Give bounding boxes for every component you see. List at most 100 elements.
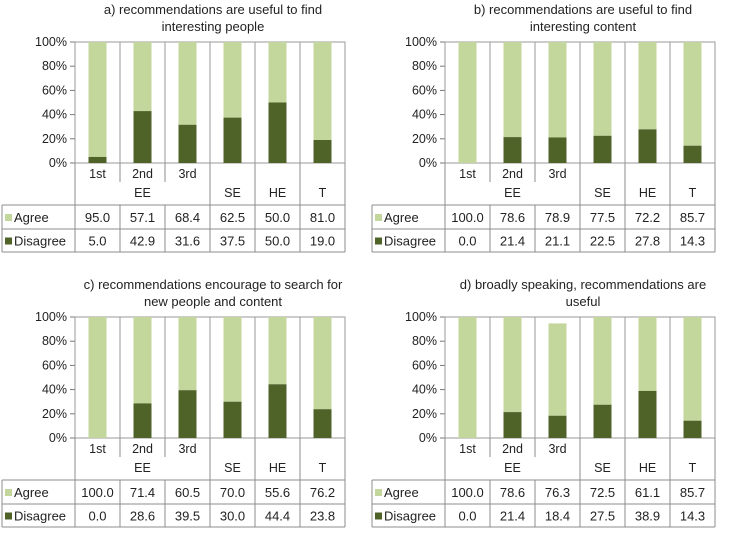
bar-agree-SE <box>223 42 242 118</box>
data-cell: 22.5 <box>590 234 615 249</box>
chart-title-line: b) recommendations are useful to find <box>474 2 692 17</box>
bar-disagree-HE <box>268 384 287 438</box>
bar-agree-1st <box>458 317 477 438</box>
y-tick-label: 100% <box>35 310 67 324</box>
data-cell: 76.3 <box>545 485 570 500</box>
bar-agree-1st <box>88 42 107 157</box>
data-cell: 14.3 <box>680 234 705 249</box>
category-label: SE <box>224 186 241 200</box>
data-cell: 28.6 <box>130 509 155 524</box>
category-label: HE <box>639 186 656 200</box>
category-label: 2nd <box>132 167 153 181</box>
bar-disagree-2nd <box>503 137 522 163</box>
bar-disagree-3rd <box>548 415 567 438</box>
bar-disagree-HE <box>268 102 287 163</box>
bar-agree-SE <box>593 42 612 136</box>
bar-disagree-HE <box>638 390 657 438</box>
data-cell: 42.9 <box>130 234 155 249</box>
data-cell: 5.0 <box>88 234 106 249</box>
category-label: 2nd <box>502 442 523 456</box>
y-tick-label: 80% <box>42 59 67 73</box>
bar-disagree-SE <box>593 135 612 163</box>
data-cell: 55.6 <box>265 485 290 500</box>
bar-disagree-1st <box>88 156 107 163</box>
legend-label: Agree <box>384 485 419 500</box>
y-tick-label: 80% <box>42 334 67 348</box>
legend-label: Agree <box>14 485 49 500</box>
bar-agree-HE <box>638 317 657 391</box>
category-label: 2nd <box>132 442 153 456</box>
panel-c: c) recommendations encourage to search f… <box>0 275 370 541</box>
data-cell: 77.5 <box>590 210 615 225</box>
data-cell: 76.2 <box>310 485 335 500</box>
data-cell: 21.4 <box>500 509 525 524</box>
chart-title-line: interesting people <box>162 19 265 34</box>
bar-agree-T <box>313 317 332 410</box>
y-tick-label: 20% <box>42 132 67 146</box>
y-tick-label: 60% <box>42 83 67 97</box>
chart-title-line: d) broadly speaking, recommendations are <box>460 277 706 292</box>
y-tick-label: 40% <box>412 108 437 122</box>
data-cell: 37.5 <box>220 234 245 249</box>
bar-agree-HE <box>268 317 287 385</box>
data-cell: 78.6 <box>500 485 525 500</box>
bar-disagree-3rd <box>178 390 197 438</box>
chart-svg: b) recommendations are useful to find int… <box>371 2 716 253</box>
bar-agree-2nd <box>133 317 152 404</box>
bar-agree-T <box>683 317 702 421</box>
bar-agree-SE <box>593 317 612 405</box>
data-cell: 39.5 <box>175 509 200 524</box>
category-label: T <box>689 186 697 200</box>
bar-agree-HE <box>638 42 657 130</box>
data-cell: 72.2 <box>635 210 660 225</box>
category-label: HE <box>269 461 286 475</box>
y-tick-label: 20% <box>42 407 67 421</box>
category-label: 3rd <box>548 442 566 456</box>
data-cell: 61.1 <box>635 485 660 500</box>
bar-agree-3rd <box>548 42 567 138</box>
y-tick-label: 40% <box>42 108 67 122</box>
y-tick-label: 0% <box>419 431 437 445</box>
data-cell: 100.0 <box>451 210 484 225</box>
y-tick-label: 100% <box>35 35 67 49</box>
y-tick-label: 100% <box>405 35 437 49</box>
chart-svg: c) recommendations encourage to search f… <box>1 277 346 528</box>
data-cell: 21.1 <box>545 234 570 249</box>
category-label: HE <box>639 461 656 475</box>
data-cell: 0.0 <box>88 509 106 524</box>
chart-title-line: c) recommendations encourage to search f… <box>84 277 343 292</box>
bar-disagree-T <box>313 409 332 438</box>
y-tick-label: 0% <box>49 156 67 170</box>
panel-a: a) recommendations are useful to find int… <box>0 0 370 266</box>
bar-agree-2nd <box>133 42 152 112</box>
group-label: EE <box>504 461 521 475</box>
bar-agree-SE <box>223 317 242 402</box>
y-tick-label: 0% <box>419 156 437 170</box>
y-tick-label: 40% <box>42 383 67 397</box>
data-cell: 44.4 <box>265 509 290 524</box>
data-cell: 18.4 <box>545 509 570 524</box>
data-cell: 68.4 <box>175 210 200 225</box>
y-tick-label: 0% <box>49 431 67 445</box>
bar-agree-3rd <box>178 42 197 125</box>
data-cell: 60.5 <box>175 485 200 500</box>
category-label: 3rd <box>178 442 196 456</box>
data-cell: 85.7 <box>680 485 705 500</box>
group-label: EE <box>134 461 151 475</box>
category-label: 1st <box>89 167 106 181</box>
legend-label: Agree <box>14 210 49 225</box>
y-tick-label: 80% <box>412 334 437 348</box>
bar-disagree-SE <box>593 404 612 438</box>
bar-agree-3rd <box>178 317 197 391</box>
category-label: T <box>689 461 697 475</box>
legend-swatch-disagree <box>5 237 12 245</box>
panel-b: b) recommendations are useful to find int… <box>370 0 740 266</box>
data-cell: 50.0 <box>265 234 290 249</box>
legend-swatch-agree <box>375 214 382 221</box>
chart-svg: a) recommendations are useful to find int… <box>1 2 346 253</box>
chart-title-line: a) recommendations are useful to find <box>104 2 322 17</box>
bar-disagree-2nd <box>133 403 152 438</box>
legend-label: Disagree <box>384 509 436 524</box>
bar-agree-T <box>313 42 332 141</box>
data-cell: 100.0 <box>451 485 484 500</box>
